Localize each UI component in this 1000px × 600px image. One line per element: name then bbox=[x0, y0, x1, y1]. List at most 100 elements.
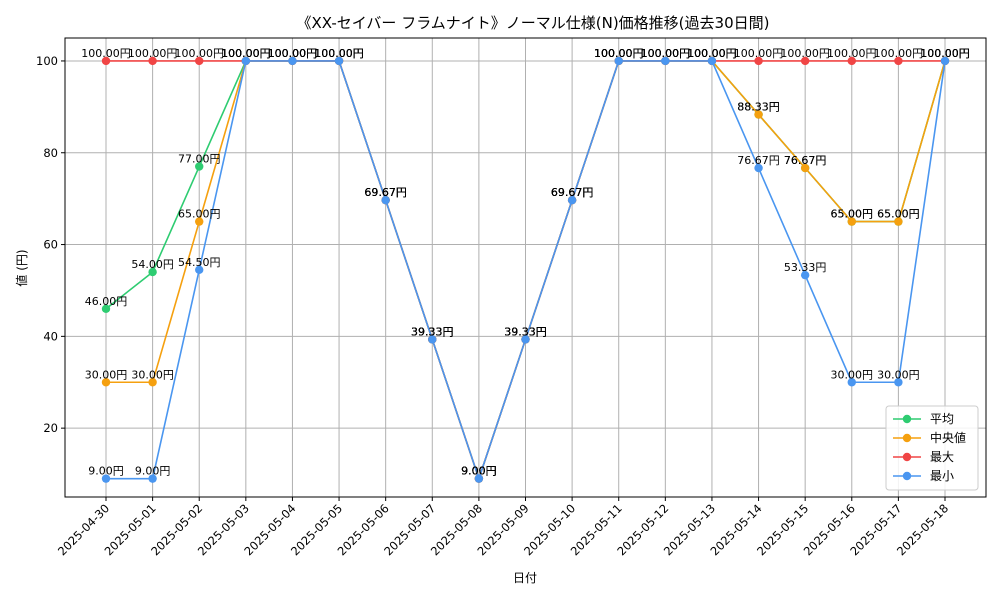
data-point bbox=[101, 474, 111, 483]
series-layer bbox=[101, 56, 950, 483]
data-label: 39.33円 bbox=[411, 325, 454, 338]
data-label: 100.00円 bbox=[174, 47, 224, 60]
data-label: 100.00円 bbox=[920, 47, 970, 60]
data-label: 100.00円 bbox=[221, 47, 271, 60]
data-point bbox=[474, 474, 484, 483]
data-label: 39.33円 bbox=[504, 325, 547, 338]
data-point bbox=[800, 56, 810, 66]
data-label: 100.00円 bbox=[687, 47, 737, 60]
legend-label: 平均 bbox=[930, 412, 954, 426]
legend-marker bbox=[902, 414, 912, 424]
data-point bbox=[101, 304, 111, 314]
data-label: 88.33円 bbox=[737, 101, 780, 114]
legend-label: 最大 bbox=[930, 450, 954, 464]
data-label: 69.67円 bbox=[551, 186, 594, 199]
data-label: 39.33円 bbox=[504, 325, 547, 338]
data-label: 65.00円 bbox=[178, 208, 221, 221]
data-label: 100.00円 bbox=[641, 47, 691, 60]
data-point bbox=[195, 217, 204, 226]
data-label: 100.00円 bbox=[221, 47, 271, 60]
data-label: 69.67円 bbox=[364, 186, 407, 199]
data-label: 65.00円 bbox=[877, 208, 920, 221]
data-point bbox=[847, 378, 856, 387]
data-label: 100.00円 bbox=[314, 47, 364, 60]
data-point bbox=[148, 474, 157, 483]
data-label: 39.33円 bbox=[504, 325, 547, 338]
y-tick-label: 80 bbox=[43, 146, 58, 160]
data-label: 39.33円 bbox=[411, 325, 454, 338]
data-point bbox=[428, 335, 437, 344]
data-label: 88.33円 bbox=[737, 101, 780, 114]
data-label: 65.00円 bbox=[831, 208, 874, 221]
data-point bbox=[847, 217, 856, 226]
legend-marker bbox=[902, 452, 912, 462]
legend-marker bbox=[902, 471, 912, 481]
data-label: 100.00円 bbox=[594, 47, 644, 60]
data-label: 100.00円 bbox=[687, 47, 737, 60]
data-point bbox=[847, 56, 856, 66]
data-point bbox=[800, 163, 810, 173]
data-point bbox=[101, 378, 111, 387]
data-label: 9.00円 bbox=[461, 465, 497, 478]
data-point bbox=[754, 163, 763, 173]
data-point bbox=[521, 335, 530, 344]
data-point bbox=[707, 56, 717, 66]
data-point bbox=[754, 56, 763, 66]
y-axis-ticks: 20 40 60 80 100 bbox=[36, 54, 65, 435]
data-point bbox=[148, 56, 157, 66]
data-label: 9.00円 bbox=[461, 465, 497, 478]
legend-marker bbox=[902, 433, 912, 443]
data-point bbox=[894, 56, 903, 66]
data-label: 100.00円 bbox=[314, 47, 364, 60]
data-label: 100.00円 bbox=[641, 47, 691, 60]
data-label: 100.00円 bbox=[641, 47, 691, 60]
data-label: 100.00円 bbox=[81, 47, 131, 60]
y-tick-label: 40 bbox=[43, 329, 58, 343]
data-point bbox=[894, 217, 903, 226]
data-point bbox=[567, 195, 577, 205]
data-point bbox=[614, 56, 623, 66]
y-tick-label: 20 bbox=[43, 421, 58, 435]
data-label: 30.00円 bbox=[131, 368, 174, 381]
data-point bbox=[195, 162, 204, 171]
data-label: 100.00円 bbox=[687, 47, 737, 60]
data-labels: 46.00円54.00円77.00円100.00円100.00円100.00円6… bbox=[81, 47, 970, 478]
data-label: 69.67円 bbox=[551, 186, 594, 199]
legend-label: 中央値 bbox=[930, 430, 966, 445]
data-point bbox=[288, 56, 297, 66]
data-point bbox=[148, 267, 157, 277]
legend-label: 最小 bbox=[930, 469, 954, 483]
data-label: 30.00円 bbox=[877, 368, 920, 381]
data-label: 100.00円 bbox=[221, 47, 271, 60]
data-point bbox=[894, 378, 903, 387]
data-point bbox=[195, 265, 204, 274]
legend-box bbox=[885, 405, 979, 491]
data-label: 100.00円 bbox=[594, 47, 644, 60]
data-label: 54.50円 bbox=[178, 256, 221, 269]
data-label: 100.00円 bbox=[734, 47, 784, 60]
data-label: 100.00円 bbox=[687, 47, 737, 60]
data-point bbox=[800, 270, 810, 280]
data-label: 9.00円 bbox=[88, 465, 124, 478]
data-point bbox=[195, 56, 204, 66]
data-label: 9.00円 bbox=[461, 465, 497, 478]
data-label: 69.67円 bbox=[551, 186, 594, 199]
data-label: 100.00円 bbox=[268, 47, 318, 60]
data-label: 76.67円 bbox=[784, 154, 827, 167]
chart-title: 《XX-セイバー フラムナイト》ノーマル仕様(N)価格推移(過去30日間) bbox=[297, 14, 770, 32]
data-label: 77.00円 bbox=[178, 153, 221, 166]
data-label: 46.00円 bbox=[85, 295, 128, 308]
data-label: 100.00円 bbox=[268, 47, 318, 60]
data-label: 100.00円 bbox=[920, 47, 970, 60]
data-label: 30.00円 bbox=[85, 368, 128, 381]
data-point bbox=[101, 56, 111, 66]
data-label: 100.00円 bbox=[874, 47, 924, 60]
data-point bbox=[381, 195, 390, 205]
data-label: 100.00円 bbox=[314, 47, 364, 60]
data-label: 100.00円 bbox=[594, 47, 644, 60]
data-label: 100.00円 bbox=[920, 47, 970, 60]
data-label: 100.00円 bbox=[827, 47, 877, 60]
data-point bbox=[661, 56, 670, 66]
